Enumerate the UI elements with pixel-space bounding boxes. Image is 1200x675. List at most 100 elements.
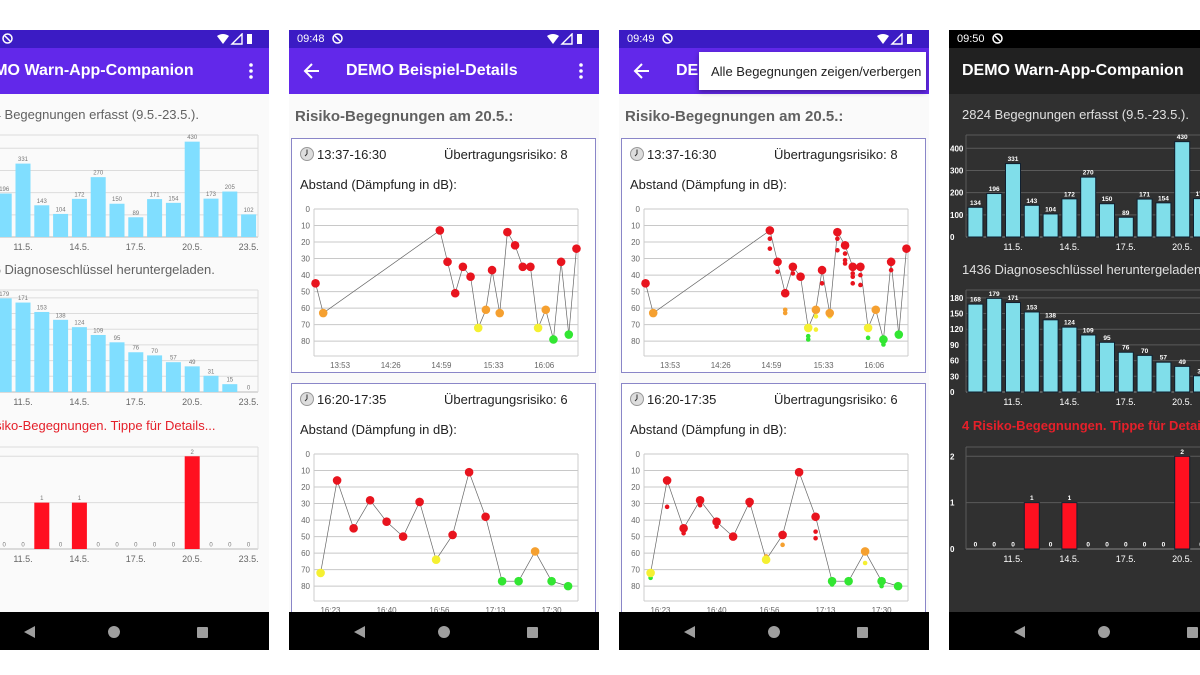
bar — [1136, 198, 1153, 238]
phone-frame: 09:50 DEMO Warn-App-Companion 2824 Begeg… — [949, 30, 1200, 650]
bar-value-label: 1 — [40, 496, 44, 502]
data-point — [382, 517, 391, 527]
risk-bar-chart[interactable]: 00010100000200011.5.14.5.17.5.20.5.23.5. — [0, 442, 269, 567]
bar-value-label: 150 — [112, 197, 123, 203]
x-tick-label: 20.5. — [182, 554, 202, 564]
attenuation-line — [645, 229, 907, 340]
bar — [165, 362, 181, 392]
x-tick-label: 11.5. — [13, 242, 32, 252]
y-tick-label: 1 — [950, 499, 955, 508]
bar — [1174, 455, 1191, 550]
bar-value-label: 102 — [244, 208, 255, 214]
y-tick-label: 50 — [631, 288, 640, 297]
bar-value-label: 173 — [206, 192, 217, 198]
y-tick-label: 0 — [950, 388, 955, 397]
bar-value-label: 89 — [132, 211, 139, 217]
x-tick-label: 17.5. — [1116, 242, 1136, 252]
y-tick-label: 0 — [306, 450, 311, 459]
encounter-point — [850, 281, 856, 286]
menu-item-toggle-all-encounters[interactable]: Alle Begegnungen zeigen/verbergen — [699, 52, 926, 90]
bar — [967, 206, 984, 238]
y-tick-label: 50 — [301, 533, 310, 542]
bar — [1155, 202, 1172, 238]
x-tick-label: 23.5. — [239, 242, 259, 252]
data-point — [641, 279, 650, 288]
do-not-disturb-icon — [992, 33, 1003, 44]
nav-back-button[interactable] — [354, 625, 366, 643]
bar-value-label: 0 — [172, 543, 176, 549]
distance-label: Abstand (Dämpfung in dB): — [630, 177, 787, 192]
encounter-point — [850, 274, 856, 280]
bar-value-label: 0 — [1086, 542, 1090, 549]
data-point — [811, 512, 820, 522]
y-tick-label: 40 — [301, 516, 310, 525]
x-tick-label: 14:26 — [711, 361, 732, 370]
risk-bar-chart[interactable]: 01200010100000200011.5.14.5.17.5.20.5.23… — [949, 442, 1200, 567]
bar-value-label: 0 — [992, 542, 996, 549]
nav-recents-button[interactable] — [857, 625, 868, 643]
encounter-time: 13:37-16:30 — [317, 147, 387, 162]
encounter-time: 13:37-16:30 — [647, 147, 717, 162]
x-tick-label: 16:06 — [864, 361, 885, 370]
y-tick-label: 30 — [631, 255, 640, 264]
nav-home-button[interactable] — [768, 625, 780, 643]
bar-value-label: 31 — [208, 369, 215, 375]
bar — [967, 303, 984, 393]
bar-value-label: 2 — [191, 450, 195, 456]
bar-value-label: 138 — [56, 313, 67, 319]
y-tick-label: 300 — [950, 166, 964, 175]
more-vert-icon[interactable] — [243, 62, 259, 80]
bar — [1193, 198, 1200, 238]
bar-value-label: 0 — [153, 543, 157, 549]
more-vert-icon[interactable] — [573, 62, 589, 80]
bar-value-label: 168 — [970, 297, 981, 304]
bar-value-label: 179 — [0, 292, 10, 298]
nav-home-button[interactable] — [1098, 625, 1110, 643]
x-tick-label: 20.5. — [1172, 242, 1192, 252]
x-tick-label: 17.5. — [126, 242, 146, 252]
nav-recents-button[interactable] — [527, 625, 538, 643]
data-point — [530, 547, 540, 556]
nav-recents-button[interactable] — [1187, 625, 1198, 643]
nav-back-button[interactable] — [24, 625, 36, 643]
bar-value-label: 109 — [93, 328, 104, 334]
back-arrow-icon[interactable] — [633, 61, 651, 81]
y-tick-label: 200 — [950, 189, 964, 198]
y-tick-label: 40 — [631, 516, 640, 525]
risk-title-link[interactable]: 4 Risiko-Begegnungen. Tippe für Details.… — [962, 418, 1200, 433]
attenuation-line-chart: 0 10 20 30 40 50 60 70 80 16:23 16:40 16:56 17:13 17:… — [631, 450, 909, 615]
encounter-point — [664, 504, 670, 510]
data-point — [844, 576, 853, 586]
nav-home-button[interactable] — [108, 625, 120, 643]
data-point — [893, 581, 903, 591]
distance-label: Abstand (Dämpfung in dB): — [300, 422, 457, 437]
clock-icon — [630, 392, 644, 406]
bar — [241, 214, 257, 237]
nav-back-button[interactable] — [684, 625, 696, 643]
encounter-point — [835, 247, 840, 253]
app-title: DEMO Beispiel-Details — [346, 62, 518, 79]
bar — [222, 384, 238, 392]
nav-recents-button[interactable] — [197, 625, 208, 643]
data-point — [794, 467, 804, 477]
bar — [53, 319, 69, 392]
attenuation-line — [315, 229, 577, 340]
do-not-disturb-icon — [2, 33, 13, 44]
bar-value-label: 153 — [37, 305, 48, 311]
bar-value-label: 179 — [989, 291, 1000, 298]
data-point — [564, 330, 574, 339]
x-tick-label: 17:30 — [542, 606, 563, 615]
y-tick-label: 30 — [950, 372, 959, 381]
encounter-point — [767, 236, 773, 242]
status-bar: 09:48 — [289, 30, 599, 48]
back-arrow-icon[interactable] — [303, 61, 321, 81]
nav-home-button[interactable] — [438, 625, 450, 643]
y-tick-label: 80 — [631, 337, 640, 346]
encounters-bar-chart: 1341963311431041722701508917115443017320… — [0, 134, 259, 252]
battery-icon — [577, 34, 582, 44]
nav-back-button[interactable] — [1014, 625, 1026, 643]
bar-value-label: 154 — [1158, 195, 1169, 202]
encounter-point — [865, 335, 871, 341]
risk-title-link[interactable]: 4 Risiko-Begegnungen. Tippe für Details.… — [0, 418, 216, 433]
bar — [1117, 216, 1134, 238]
